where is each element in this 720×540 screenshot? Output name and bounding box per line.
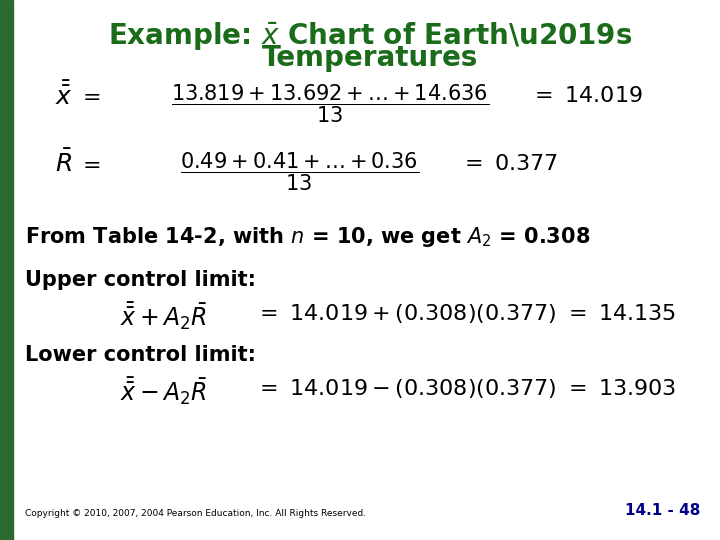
Text: $\bar{\bar{x}}$: $\bar{\bar{x}}$ xyxy=(55,82,73,110)
Text: Temperatures: Temperatures xyxy=(262,44,478,72)
Text: $= \ 14.019 + (0.308)(0.377) \ = \ 14.135$: $= \ 14.019 + (0.308)(0.377) \ = \ 14.13… xyxy=(255,302,676,325)
Bar xyxy=(0,0,13,540)
Text: Upper control limit:: Upper control limit: xyxy=(25,270,256,290)
Text: Lower control limit:: Lower control limit: xyxy=(25,345,256,365)
Text: Copyright © 2010, 2007, 2004 Pearson Education, Inc. All Rights Reserved.: Copyright © 2010, 2007, 2004 Pearson Edu… xyxy=(25,509,366,518)
Text: 14.1 - 48: 14.1 - 48 xyxy=(625,503,700,518)
Text: $\bar{R}$: $\bar{R}$ xyxy=(55,150,72,177)
Text: From Table 14-2, with $n$ = 10, we get $A_2$ = 0.308: From Table 14-2, with $n$ = 10, we get $… xyxy=(25,225,590,249)
Text: $\bar{\bar{x}} + A_2\bar{R}$: $\bar{\bar{x}} + A_2\bar{R}$ xyxy=(120,300,207,332)
Text: $\dfrac{0.49 + 0.41 + \ldots + 0.36}{13}$: $\dfrac{0.49 + 0.41 + \ldots + 0.36}{13}… xyxy=(181,150,420,193)
Text: $=$: $=$ xyxy=(78,85,101,107)
Text: $\dfrac{13.819 + 13.692 + \ldots + 14.636}{13}$: $\dfrac{13.819 + 13.692 + \ldots + 14.63… xyxy=(171,82,489,125)
Text: $=$: $=$ xyxy=(78,153,101,175)
Text: $= \ 14.019 - (0.308)(0.377) \ = \ 13.903$: $= \ 14.019 - (0.308)(0.377) \ = \ 13.90… xyxy=(255,377,676,400)
Text: Example: $\bar{x}$ Chart of Earth\u2019s: Example: $\bar{x}$ Chart of Earth\u2019s xyxy=(108,20,632,52)
Text: $\bar{\bar{x}} - A_2\bar{R}$: $\bar{\bar{x}} - A_2\bar{R}$ xyxy=(120,375,207,407)
Text: $= \ 14.019$: $= \ 14.019$ xyxy=(530,85,643,107)
Text: $= \ 0.377$: $= \ 0.377$ xyxy=(460,153,558,175)
